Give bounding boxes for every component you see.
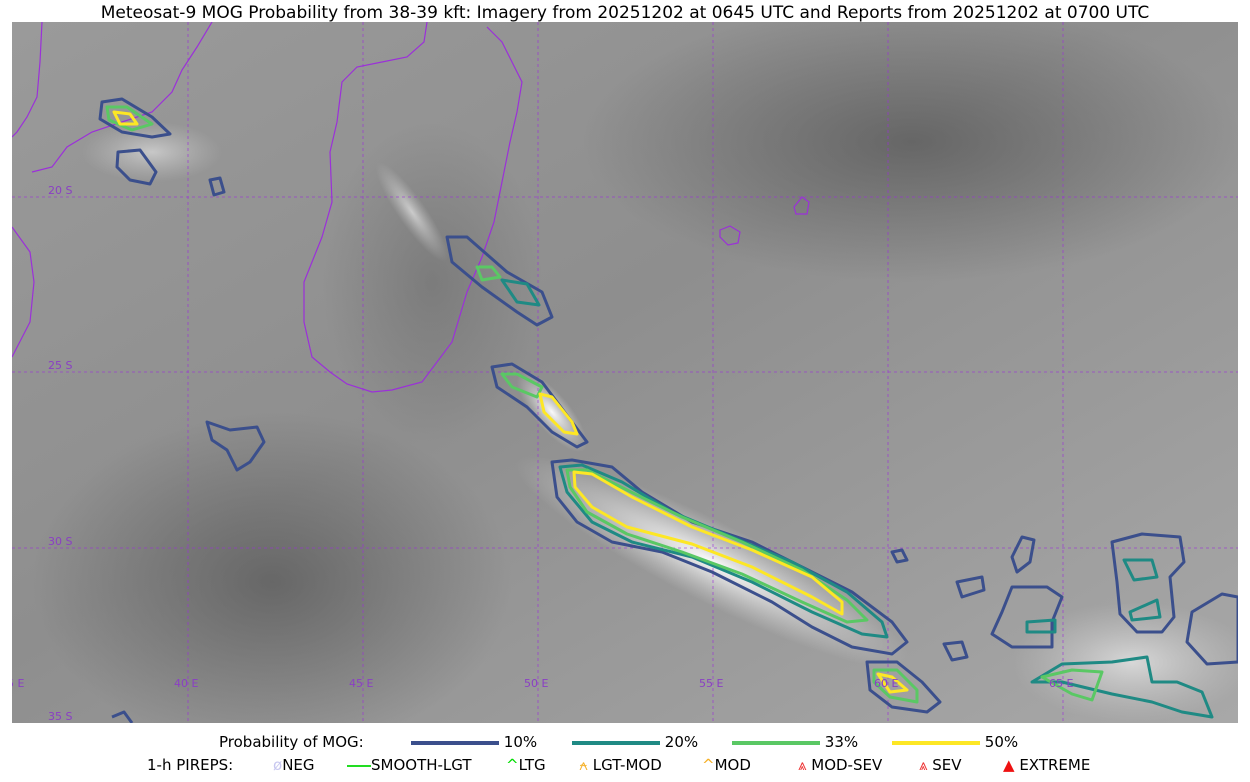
legend-item-20: 20% (572, 733, 698, 751)
madagascar-coast (303, 22, 523, 393)
swatch-10-icon (411, 740, 499, 745)
svg-text:35 S: 35 S (48, 710, 72, 723)
svg-text:45 E: 45 E (349, 677, 373, 690)
contour-10pct (550, 458, 909, 656)
filled-triangle-icon: ▲ (1003, 756, 1015, 774)
legend-mod: ^MOD (702, 756, 751, 774)
legend-mod-sev: ⩓ MOD-SEV (798, 756, 883, 774)
legend-item-50: 50% (892, 733, 1018, 751)
neg-circle-icon: ø (273, 756, 283, 774)
probability-legend-label: Probability of MOG: (219, 733, 364, 751)
contour-20pct (558, 463, 889, 639)
legend-ltg: ^LTG (506, 756, 546, 774)
contour-50pct (572, 470, 844, 616)
svg-text:65 E: 65 E (1049, 677, 1073, 690)
legend-extreme: ▲ EXTREME (1003, 756, 1091, 774)
caret-icon: ^ (506, 756, 519, 774)
caret-bar-icon: ⍲ (579, 756, 589, 774)
map-title: Meteosat-9 MOG Probability from 38-39 kf… (100, 3, 1150, 23)
svg-text:55 E: 55 E (699, 677, 723, 690)
legend-neg: øNEG (273, 756, 315, 774)
contour-33pct (565, 468, 869, 624)
island-mauritius (719, 225, 741, 246)
lon-labels: 35 E 40 E 45 E 50 E 55 E 60 E 65 E (12, 677, 1073, 690)
island-reunion (793, 196, 810, 215)
svg-text:20 S: 20 S (48, 184, 72, 197)
svg-text:50 E: 50 E (524, 677, 548, 690)
lat-labels: 20 S 25 S 30 S 35 S (48, 184, 72, 723)
legend-smooth-lgt: SMOOTH-LGT (347, 756, 472, 774)
double-caret-icon: ⩓ (919, 756, 928, 774)
satellite-map: 35 E 40 E 45 E 50 E 55 E 60 E 65 E 20 S … (12, 22, 1238, 723)
swatch-33-icon (732, 740, 820, 745)
svg-text:35 E: 35 E (12, 677, 24, 690)
line-icon (347, 764, 371, 767)
caret-icon: ^ (702, 756, 715, 774)
mog-contours (98, 97, 1238, 723)
pireps-legend-label: 1-h PIREPS: (147, 756, 234, 774)
swatch-50-icon (892, 740, 980, 745)
double-caret-bar-icon: ⩓ (798, 756, 807, 774)
swatch-20-icon (572, 740, 660, 745)
coastlines (12, 22, 810, 393)
svg-text:60 E: 60 E (874, 677, 898, 690)
legend-item-33: 33% (732, 733, 858, 751)
legend-sev: ⩓ SEV (919, 756, 962, 774)
africa-coast (12, 22, 213, 358)
svg-text:40 E: 40 E (174, 677, 198, 690)
svg-text:25 S: 25 S (48, 359, 72, 372)
svg-text:30 S: 30 S (48, 535, 72, 548)
legend-item-10: 10% (411, 733, 537, 751)
legend-lgt-mod: ⍲ LGT-MOD (579, 756, 662, 774)
